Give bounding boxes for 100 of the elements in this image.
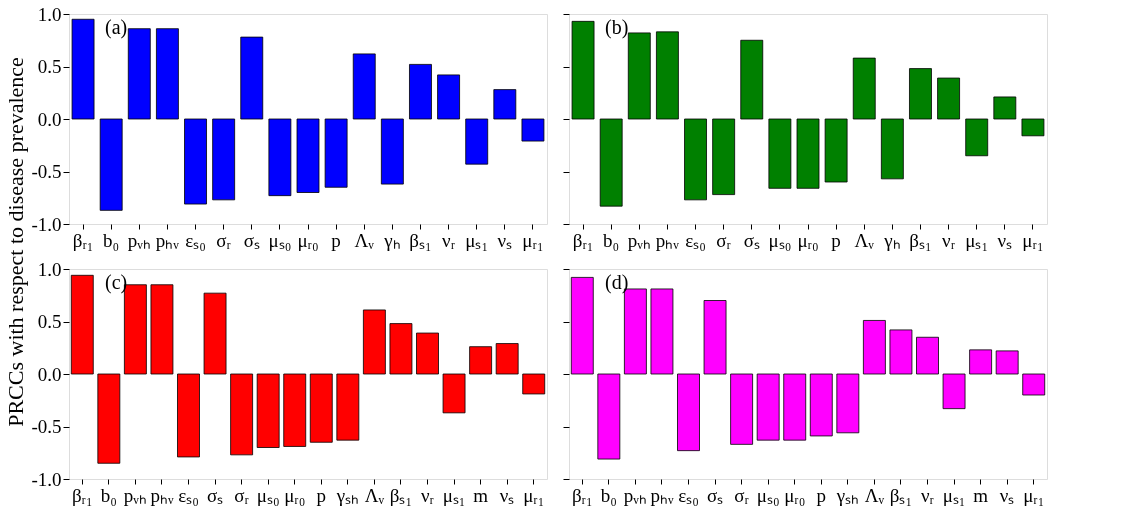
y-tick-label: 0.5 — [37, 56, 62, 77]
bar — [756, 373, 780, 441]
x-tick-label: βᵣ₁ — [572, 229, 594, 251]
bar — [203, 292, 227, 375]
x-tick-label: νₛ — [499, 484, 515, 506]
x-tick-label: βᵣ₁ — [71, 484, 93, 506]
annotation: (b) — [605, 16, 629, 39]
y-tick-label: -1.0 — [31, 213, 62, 235]
x-tick-label: Λᵥ — [864, 484, 885, 506]
bar — [684, 118, 707, 201]
y-tick-label: -1.0 — [31, 468, 62, 490]
bar — [942, 373, 966, 410]
x-tick-label: pᵥₕ — [623, 484, 647, 506]
bar — [880, 118, 904, 180]
bar — [730, 373, 754, 445]
y-axis-title: PRCCs with respect to disease prevalence — [3, 57, 28, 427]
x-tick-label: νᵣ — [921, 484, 934, 506]
bar — [469, 346, 493, 375]
bar — [324, 118, 348, 188]
x-tick-label: pₕᵥ — [650, 484, 674, 506]
x-tick-label: μᵣ₁ — [1023, 484, 1045, 506]
x-tick-label: pₕᵥ — [150, 484, 174, 506]
bar — [937, 77, 960, 120]
bar — [796, 118, 820, 189]
bar — [965, 118, 989, 157]
x-tick-label: σₛ — [243, 229, 260, 251]
x-tick-label: b₀ — [100, 484, 117, 506]
x-tick-label: νₛ — [999, 484, 1015, 506]
x-tick-label: γₕ — [883, 229, 901, 251]
bar — [493, 89, 517, 120]
annotation: (c) — [105, 271, 128, 294]
y-tick-label: 0.5 — [37, 311, 62, 332]
bar — [783, 373, 807, 441]
annotation: (d) — [605, 271, 629, 294]
x-tick-label: σₛ — [706, 484, 724, 506]
bar — [150, 284, 174, 375]
bar — [1021, 118, 1045, 137]
x-tick-label: μᵣ₁ — [523, 484, 545, 506]
x-tick-label: Λᵥ — [354, 229, 375, 251]
x-tick-label: μₛ₁ — [465, 229, 489, 251]
x-tick-label: p — [316, 484, 327, 506]
x-tick-label: pᵥₕ — [127, 229, 151, 251]
bar — [362, 309, 386, 375]
y-tick-label: 1.0 — [37, 258, 62, 280]
bar — [916, 336, 939, 375]
bar — [768, 118, 792, 189]
bar — [156, 28, 179, 120]
bar — [99, 118, 123, 211]
x-tick-label: σᵣ — [216, 229, 231, 251]
y-tick-label: 1.0 — [37, 3, 62, 25]
bar — [809, 373, 833, 437]
x-tick-label: b₀ — [103, 229, 120, 251]
x-tick-label: εₛ₀ — [185, 229, 206, 251]
x-tick-label: βₛ₁ — [409, 229, 432, 251]
x-tick-label: μᵣ₀ — [297, 229, 319, 251]
x-tick-label: γₕ — [383, 229, 401, 251]
bar — [889, 329, 913, 375]
x-tick-label: εₛ₀ — [678, 484, 699, 506]
annotation: (a) — [105, 16, 128, 39]
x-tick-label: p — [331, 229, 341, 251]
x-tick-label: μᵣ₀ — [784, 484, 806, 506]
bar — [862, 320, 886, 375]
bar — [650, 288, 674, 375]
x-tick-label: Λᵥ — [854, 229, 875, 251]
bar — [442, 373, 466, 414]
bar — [824, 118, 848, 183]
x-tick-label: νᵣ — [942, 229, 956, 251]
bar — [437, 74, 460, 120]
x-tick-label: b₀ — [600, 484, 617, 506]
bar — [909, 68, 932, 120]
x-tick-label: μₛ₀ — [256, 484, 280, 506]
x-tick-label: νₛ — [497, 229, 513, 251]
bar — [627, 32, 651, 120]
x-tick-label: σᵣ — [716, 229, 731, 251]
bar — [1022, 373, 1046, 396]
bar — [995, 350, 1019, 375]
bar — [969, 349, 993, 375]
bar — [352, 53, 376, 120]
x-tick-label: σₛ — [743, 229, 760, 251]
x-tick-label: βₛ₁ — [889, 484, 913, 506]
bar — [177, 373, 200, 458]
x-tick-label: γₛₕ — [335, 484, 360, 506]
x-tick-label: pₕᵥ — [155, 229, 180, 251]
y-tick-label: -0.5 — [31, 416, 62, 437]
x-tick-label: μₛ₁ — [965, 229, 989, 251]
x-tick-label: βₛ₁ — [389, 484, 413, 506]
x-tick-label: βₛ₁ — [909, 229, 932, 251]
x-tick-label: μₛ₁ — [942, 484, 966, 506]
x-tick-label: b₀ — [603, 229, 620, 251]
bar — [416, 332, 439, 375]
bar — [184, 118, 207, 205]
bar — [465, 118, 489, 165]
bar — [836, 373, 860, 434]
x-tick-label: pₕᵥ — [655, 229, 680, 251]
bar — [256, 373, 280, 448]
bar — [599, 118, 623, 207]
x-tick-label: μₛ₁ — [442, 484, 466, 506]
x-tick-label: p — [816, 484, 827, 506]
bar — [993, 96, 1017, 120]
x-tick-label: pᵥₕ — [123, 484, 147, 506]
